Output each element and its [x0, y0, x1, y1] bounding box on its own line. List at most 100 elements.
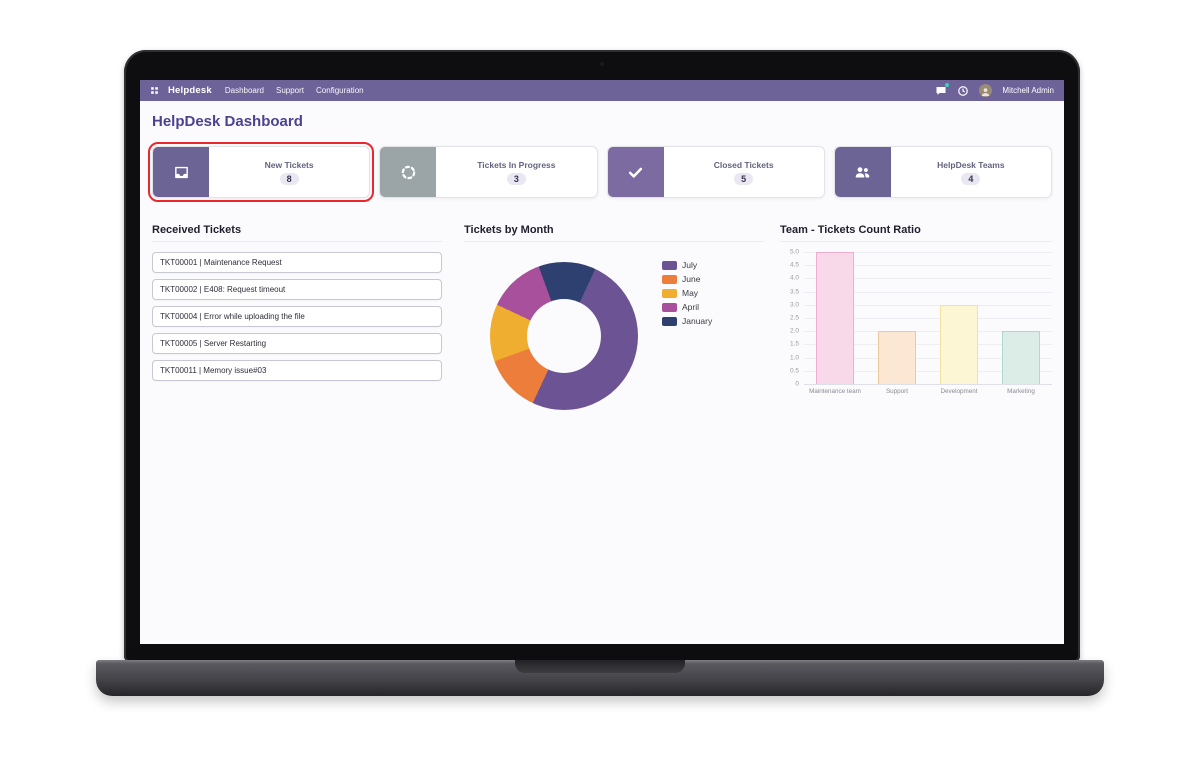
- gridline: [804, 291, 1052, 293]
- y-tick-label: 0.5: [789, 367, 799, 375]
- app-brand[interactable]: Helpdesk: [168, 85, 212, 96]
- menu-item-support[interactable]: Support: [275, 86, 305, 95]
- legend-item[interactable]: July: [662, 260, 712, 270]
- team-icon: [834, 147, 891, 197]
- legend-swatch: [662, 316, 677, 326]
- user-avatar[interactable]: [979, 84, 993, 97]
- legend-label: May: [682, 288, 699, 298]
- legend-swatch: [662, 260, 677, 270]
- legend-item[interactable]: May: [662, 288, 712, 298]
- laptop-base: [96, 660, 1104, 696]
- x-axis-label: Support: [885, 388, 909, 395]
- bar-column: [928, 252, 990, 384]
- y-tick-label: 2.0: [789, 327, 799, 335]
- gridline: [804, 344, 1052, 346]
- x-axis-label: Development: [940, 388, 978, 395]
- bar-support[interactable]: [877, 331, 917, 384]
- activities-icon[interactable]: [957, 85, 969, 97]
- user-name[interactable]: Mitchell Admin: [1002, 86, 1054, 95]
- check-icon: [607, 147, 664, 197]
- bar-chart-area: 0 0.5 1.0 1.5 2.0 2.5 3.0 3.5 4.0 4.5 5.0: [780, 248, 1052, 388]
- legend-item[interactable]: January: [662, 316, 712, 326]
- kpi-value: 3: [506, 172, 526, 185]
- kpi-card-helpdesk-teams[interactable]: HelpDesk Teams 4: [833, 146, 1052, 198]
- legend-item[interactable]: June: [662, 274, 712, 284]
- kpi-value: 4: [961, 172, 981, 185]
- page-title: HelpDesk Dashboard: [152, 113, 303, 130]
- ticket-list-item[interactable]: TKT00011 | Memory issue#03: [152, 360, 442, 381]
- section-team-tickets-ratio: Team - Tickets Count Ratio 0 0.5 1.0 1.5 2.0…: [780, 224, 1052, 395]
- top-navbar: Helpdesk Dashboard Support Configuration: [140, 80, 1064, 101]
- legend-swatch: [662, 288, 677, 298]
- ticket-list-item[interactable]: TKT00002 | E408: Request timeout: [152, 279, 442, 300]
- legend-label: January: [682, 316, 713, 326]
- spinner-icon: [380, 147, 437, 197]
- kpi-card-body: Closed Tickets 5: [664, 147, 824, 197]
- bar-maintenance-team[interactable]: [815, 252, 855, 384]
- laptop-trackpad-notch: [515, 660, 685, 673]
- kpi-value: 8: [279, 172, 299, 185]
- kpi-card-body: Tickets In Progress 3: [436, 147, 596, 197]
- x-axis-label: Maintenance team: [809, 388, 861, 395]
- bar-plot: [804, 252, 1052, 385]
- kpi-card-body: HelpDesk Teams 4: [891, 147, 1051, 197]
- donut-chart-area: July June May: [464, 252, 764, 410]
- legend-label: June: [682, 274, 701, 284]
- gridline: [804, 318, 1052, 319]
- menu-item-configuration[interactable]: Configuration: [316, 86, 364, 95]
- section-title: Team - Tickets Count Ratio: [780, 224, 1052, 242]
- bar-development[interactable]: [939, 304, 979, 384]
- ticket-list-item[interactable]: TKT00001 | Maintenance Request: [152, 252, 442, 273]
- bars-row: [804, 252, 1052, 384]
- messages-icon[interactable]: [935, 82, 950, 97]
- y-tick-label: 1.5: [789, 340, 799, 348]
- section-title: Received Tickets: [152, 224, 442, 242]
- legend-item[interactable]: April: [662, 302, 712, 312]
- gridline: [804, 357, 1052, 359]
- ticket-list-item[interactable]: TKT00005 | Server Restarting: [152, 333, 442, 354]
- donut-chart[interactable]: [490, 262, 638, 410]
- menu-item-dashboard[interactable]: Dashboard: [224, 86, 264, 95]
- bar-column: [804, 252, 866, 384]
- y-tick-label: 0: [795, 380, 799, 388]
- y-tick-label: 2.5: [789, 314, 799, 322]
- systray: Mitchell Admin: [935, 82, 1054, 97]
- x-axis-label: Marketing: [1007, 388, 1035, 395]
- laptop-screen-bezel: Helpdesk Dashboard Support Configuration: [124, 50, 1080, 662]
- legend-label: July: [682, 260, 698, 270]
- bar-y-axis: 0 0.5 1.0 1.5 2.0 2.5 3.0 3.5 4.0 4.5 5.0: [780, 248, 804, 388]
- apps-grid-icon[interactable]: [150, 86, 159, 95]
- y-tick-label: 5.0: [789, 248, 799, 256]
- y-tick-label: 4.0: [789, 274, 799, 282]
- kpi-card-body: New Tickets 8: [209, 147, 369, 197]
- kpi-label: Tickets In Progress: [477, 159, 556, 170]
- kpi-label: HelpDesk Teams: [937, 159, 1005, 170]
- legend-swatch: [662, 302, 677, 312]
- ticket-list-item[interactable]: TKT00004 | Error while uploading the fil…: [152, 306, 442, 327]
- legend-label: April: [682, 302, 700, 312]
- kpi-card-closed-tickets[interactable]: Closed Tickets 5: [606, 146, 825, 198]
- bar-marketing[interactable]: [1001, 331, 1041, 384]
- messages-badge: [945, 82, 950, 87]
- chart-legend: July June May: [662, 260, 712, 326]
- kpi-value: 5: [734, 172, 754, 185]
- gridline: [804, 370, 1052, 372]
- kpi-card-tickets-in-progress[interactable]: Tickets In Progress 3: [379, 146, 598, 198]
- inbox-icon: [153, 147, 209, 197]
- gridline: [804, 278, 1052, 280]
- laptop-camera: [599, 61, 605, 67]
- y-tick-label: 1.0: [789, 354, 799, 362]
- kpi-label: Closed Tickets: [713, 159, 774, 170]
- app-window: Helpdesk Dashboard Support Configuration: [140, 80, 1064, 644]
- gridline: [804, 265, 1052, 267]
- section-title: Tickets by Month: [464, 224, 764, 242]
- section-tickets-by-month: Tickets by Month July June: [464, 224, 764, 410]
- dashboard-sections: Received Tickets TKT00001 | Maintenance …: [152, 224, 1052, 544]
- y-tick-label: 4.5: [789, 261, 799, 269]
- legend-swatch: [662, 274, 677, 284]
- gridline: [804, 331, 1052, 333]
- gridline: [804, 252, 1052, 253]
- y-tick-label: 3.5: [789, 288, 799, 296]
- kpi-card-new-tickets[interactable]: New Tickets 8: [147, 142, 375, 202]
